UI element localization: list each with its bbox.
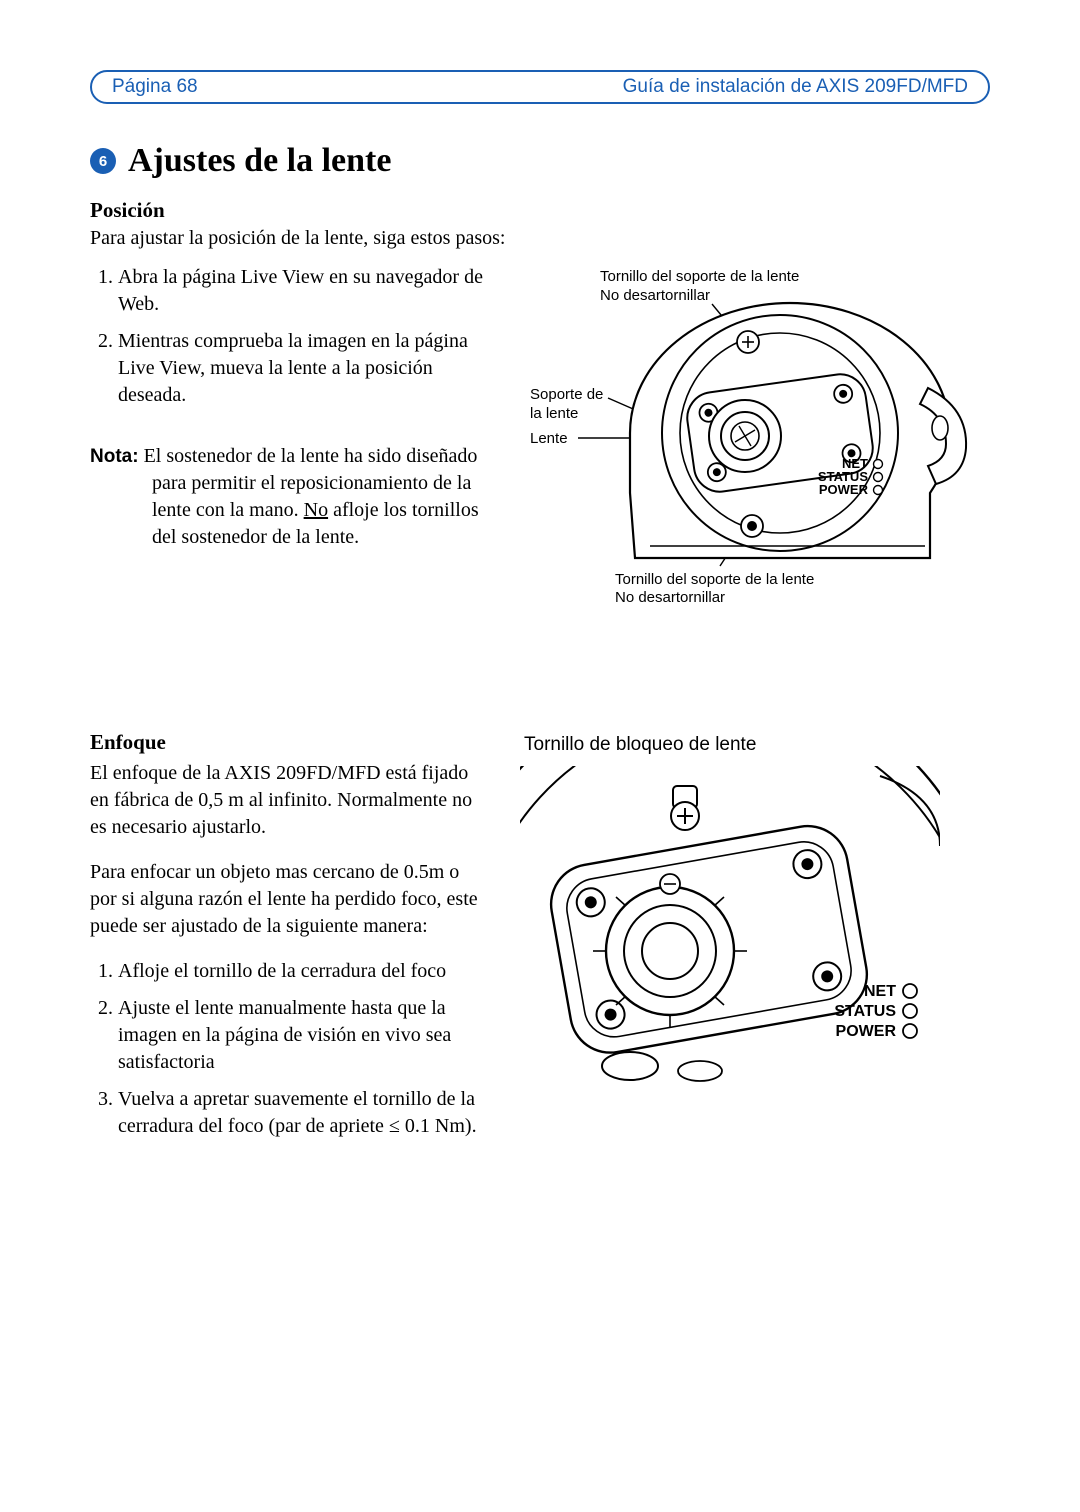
net-indicator: NET: [864, 983, 896, 1000]
posicion-steps: Abra la página Live View en su navegador…: [90, 264, 500, 409]
caption-line: la lente: [530, 405, 578, 422]
enfoque-heading: Enfoque: [90, 728, 490, 756]
step-badge: 6: [90, 148, 116, 174]
nota-label: Nota:: [90, 446, 139, 467]
page-number: Página 68: [112, 76, 198, 98]
caption-line: No desartornillar: [600, 287, 710, 304]
section-heading: Ajustes de la lente: [128, 142, 391, 180]
diagram-bottom-caption: Tornillo del soporte de la lente No desa…: [615, 571, 814, 609]
lens-svg-2: NET STATUS POWER: [520, 766, 960, 1086]
caption-line: Tornillo del soporte de la lente: [600, 268, 799, 285]
lens-diagram-2: Tornillo de bloqueo de lente: [520, 734, 990, 1086]
list-item: Mientras comprueba la imagen en la págin…: [118, 328, 500, 409]
caption-line: No desartornillar: [615, 589, 725, 606]
status-indicator: STATUS: [834, 1003, 896, 1020]
enfoque-para2: Para enfocar un objeto mas cercano de 0.…: [90, 859, 490, 940]
posicion-heading: Posición: [90, 198, 990, 223]
nota-underlined: No: [304, 499, 328, 521]
diagram-side-label: Soporte de la lente: [530, 386, 603, 424]
caption-line: Tornillo del soporte de la lente: [615, 571, 814, 588]
lens-diagram-1: Tornillo del soporte de la lente No desa…: [530, 268, 970, 608]
guide-title: Guía de instalación de AXIS 209FD/MFD: [623, 76, 968, 98]
caption-line: Soporte de: [530, 386, 603, 403]
lens-svg-1: NET STATUS POWER: [530, 268, 970, 608]
posicion-intro: Para ajustar la posición de la lente, si…: [90, 227, 990, 250]
diagram-top-caption: Tornillo del soporte de la lente No desa…: [600, 268, 799, 306]
enfoque-steps: Afloje el tornillo de la cerradura del f…: [90, 958, 490, 1140]
page-header: Página 68 Guía de instalación de AXIS 20…: [90, 70, 990, 104]
list-item: Afloje el tornillo de la cerradura del f…: [118, 958, 490, 985]
diagram-side-label-lente: Lente: [530, 430, 568, 449]
list-item: Vuelva a apretar suavemente el tornillo …: [118, 1086, 490, 1140]
section-title-row: 6 Ajustes de la lente: [90, 142, 990, 180]
power-indicator: POWER: [819, 482, 869, 497]
nota-block: Nota: El sostenedor de la lente ha sido …: [90, 443, 500, 551]
nota-text: El sostenedor de la lente ha sido diseña…: [144, 445, 479, 548]
diagram2-title: Tornillo de bloqueo de lente: [524, 734, 990, 756]
caption-line: Lente: [530, 430, 568, 447]
list-item: Abra la página Live View en su navegador…: [118, 264, 500, 318]
power-indicator: POWER: [836, 1023, 897, 1040]
list-item: Ajuste el lente manualmente hasta que la…: [118, 995, 490, 1076]
enfoque-para1: El enfoque de la AXIS 209FD/MFD está fij…: [90, 760, 490, 841]
